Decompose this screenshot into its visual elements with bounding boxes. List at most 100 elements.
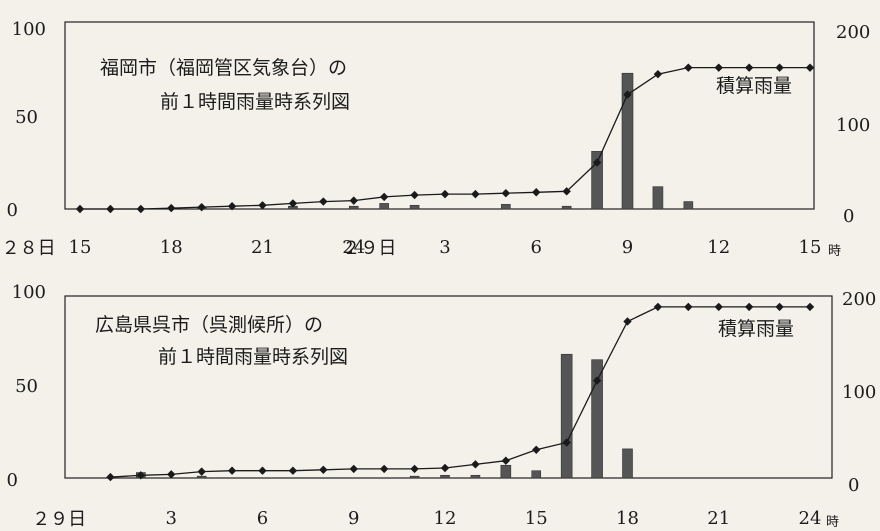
chart-fukuoka-bar-3 — [379, 203, 389, 210]
chart-kure-x-tick-1: 6 — [257, 508, 268, 529]
chart-fukuoka-frame — [64, 21, 815, 210]
chart-fukuoka-cumulative-point-6 — [258, 201, 267, 210]
chart-kure-y-right-tick-200: 200 — [842, 289, 876, 310]
chart-fukuoka-x-tick-3: 24 — [342, 237, 365, 258]
chart-kure-bar-4 — [470, 474, 481, 479]
chart-fukuoka-cumulative-point-8 — [319, 197, 328, 206]
chart-kure-x-tick-6: 21 — [707, 508, 730, 529]
chart-kure-cumulative-point-10 — [410, 464, 419, 474]
chart-kure-bar-9 — [622, 448, 633, 479]
chart-kure-cumulative-point-5 — [258, 466, 267, 475]
chart-fukuoka-cumulative-point-3 — [167, 203, 176, 213]
chart-kure-x-tick-2: 9 — [348, 508, 359, 529]
chart-kure-bar-6 — [531, 470, 542, 479]
chart-kure: 広島県呉市（呉測候所）の 前１時間雨量時系列図 積算雨量 100 50 0 20… — [7, 282, 877, 530]
chart-kure-date-label-0: ２９日 — [32, 509, 86, 530]
chart-kure-bar-2 — [409, 475, 420, 479]
chart-fukuoka-cumulative-point-19 — [653, 69, 663, 79]
chart-kure-y-left-tick-100: 100 — [12, 282, 46, 303]
chart-fukuoka-y-right-tick-100: 100 — [836, 115, 870, 136]
chart-kure-cumulative-point-4 — [227, 466, 237, 475]
chart-fukuoka-cumulative-point-20 — [684, 63, 693, 72]
chart-kure-cumulative-point-11 — [440, 463, 450, 473]
chart-kure-cumulative-point-6 — [288, 466, 298, 475]
chart-fukuoka-cumulative-point-2 — [136, 204, 146, 214]
chart-kure-bar-7 — [560, 353, 573, 479]
chart-kure-y-left-tick-50: 50 — [15, 376, 38, 397]
chart-fukuoka-x-unit: 時 — [828, 244, 841, 259]
chart-kure-cumulative-point-0 — [106, 472, 115, 482]
chart-fukuoka-date-label-1: ２９日 — [342, 238, 396, 259]
chart-kure-cumulative-point-8 — [349, 464, 358, 474]
chart-fukuoka-cumulative-point-5 — [227, 202, 237, 211]
chart-kure-x-tick-3: 12 — [434, 508, 457, 529]
chart-fukuoka-title: 福岡市（福岡管区気象台）の — [100, 57, 347, 79]
chart-fukuoka-x-tick-7: 12 — [707, 237, 730, 258]
chart-kure-x-unit: 時 — [826, 515, 839, 530]
chart-fukuoka-cumulative-point-10 — [379, 192, 389, 202]
chart-fukuoka-cumulative-point-7 — [288, 199, 298, 208]
chart-fukuoka-cumulative-point-15 — [532, 188, 541, 197]
chart-kure-y-right-tick-0: 0 — [848, 475, 859, 496]
chart-kure-cumulative-point-17 — [623, 317, 632, 326]
chart-fukuoka-bar-2 — [348, 205, 359, 210]
chart-kure-y-left-tick-0: 0 — [7, 470, 18, 491]
chart-fukuoka-x-tick-4: 3 — [439, 237, 450, 258]
chart-kure-cumulative-point-23 — [805, 302, 815, 312]
chart-fukuoka-cumulative-point-17 — [592, 158, 602, 167]
chart-kure-cumulative-line — [110, 306, 810, 478]
chart-fukuoka-cumulative-line — [80, 66, 810, 210]
chart-fukuoka-y-right-tick-0: 0 — [843, 206, 854, 227]
chart-fukuoka-cumulative-point-21 — [714, 63, 723, 72]
chart-kure-bars — [136, 353, 633, 479]
chart-fukuoka-y-left-tick-100: 100 — [12, 19, 46, 40]
chart-fukuoka-cumulative-point-4 — [197, 202, 206, 212]
chart-kure-cumulative-point-16 — [592, 376, 602, 385]
chart-fukuoka-cumulative-point-22 — [744, 63, 754, 72]
chart-fukuoka-cumulative-series — [75, 63, 815, 214]
chart-fukuoka-cumulative-point-0 — [75, 204, 85, 214]
chart-kure-x-axis: 3 6 9 12 15 18 21 24 ２９日 時 — [32, 508, 839, 530]
chart-fukuoka-y-left-tick-0: 0 — [7, 200, 18, 221]
chart-fukuoka-cumulative-point-11 — [410, 190, 419, 200]
chart-fukuoka-x-axis: 15 18 21 24 3 6 9 12 15 ２８日 ２９日 時 — [2, 237, 841, 259]
chart-kure-cumulative-point-14 — [532, 445, 541, 454]
chart-kure-cumulative-point-2 — [167, 470, 176, 479]
chart-kure-cumulative-series — [106, 302, 815, 482]
chart-fukuoka-cumulative-label: 積算雨量 — [716, 75, 792, 97]
chart-kure-cumulative-point-21 — [744, 302, 754, 312]
chart-fukuoka-x-tick-1: 18 — [160, 237, 183, 258]
chart-kure-title: 広島県呉市（呉測候所）の — [95, 314, 323, 336]
chart-fukuoka-bar-9 — [652, 186, 664, 210]
chart-kure-bar-8 — [591, 359, 603, 479]
chart-kure-bar-1 — [196, 475, 207, 479]
chart-fukuoka-bar-8 — [621, 72, 634, 210]
chart-kure-cumulative-point-1 — [136, 471, 146, 480]
chart-fukuoka-cumulative-point-18 — [623, 90, 632, 99]
chart-fukuoka-y-left-tick-50: 50 — [15, 107, 38, 128]
chart-kure-cumulative-point-15 — [562, 438, 571, 447]
chart-kure-cumulative-point-13 — [501, 456, 511, 465]
chart-fukuoka-y-right-tick-200: 200 — [836, 22, 870, 43]
chart-kure-bar-3 — [440, 474, 450, 479]
chart-fukuoka-x-tick-2: 21 — [251, 237, 274, 258]
chart-kure-cumulative-label: 積算雨量 — [718, 318, 794, 340]
chart-fukuoka-x-tick-0: 15 — [69, 237, 92, 258]
chart-fukuoka: 福岡市（福岡管区気象台）の 前１時間雨量時系列図 積算雨量 100 50 0 2… — [2, 19, 871, 259]
chart-kure-cumulative-point-18 — [653, 302, 663, 312]
chart-fukuoka-cumulative-point-24 — [805, 63, 815, 72]
chart-kure-subtitle: 前１時間雨量時系列図 — [158, 346, 348, 368]
chart-fukuoka-bar-5 — [501, 204, 511, 210]
chart-fukuoka-x-tick-6: 9 — [622, 237, 633, 258]
chart-fukuoka-cumulative-point-13 — [471, 189, 480, 199]
chart-kure-cumulative-point-9 — [379, 464, 389, 474]
chart-kure-cumulative-point-19 — [684, 302, 693, 312]
chart-fukuoka-bar-7 — [591, 151, 603, 210]
chart-kure-cumulative-point-7 — [319, 465, 328, 475]
chart-kure-cumulative-point-20 — [714, 302, 723, 312]
chart-fukuoka-cumulative-point-23 — [775, 63, 784, 72]
chart-fukuoka-x-tick-5: 6 — [531, 237, 542, 258]
chart-kure-x-tick-7: 24 — [799, 508, 822, 529]
chart-fukuoka-cumulative-point-9 — [349, 196, 358, 205]
